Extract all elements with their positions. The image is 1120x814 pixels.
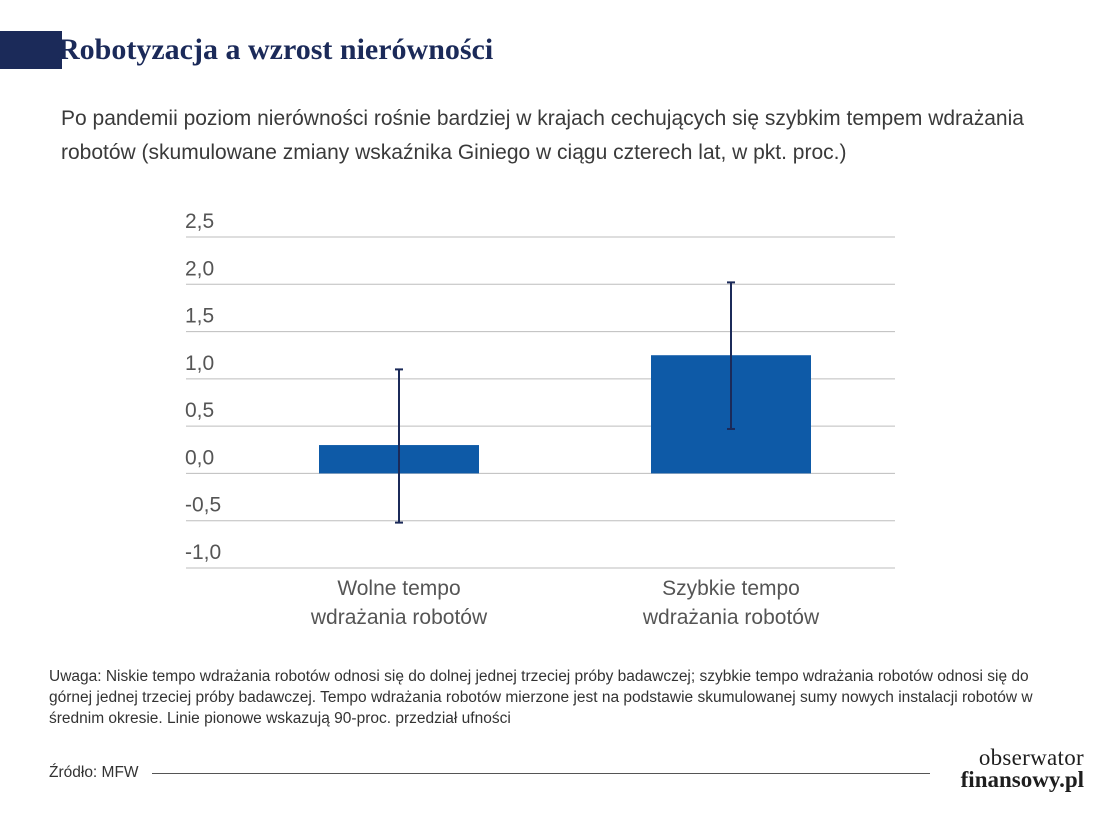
y-tick-label: 2,5 (185, 210, 214, 233)
x-category-label: wdrażania robotów (642, 606, 820, 629)
source-divider (152, 773, 930, 774)
y-tick-label: 1,0 (185, 352, 214, 375)
source-label: Źródło: MFW (49, 764, 139, 781)
y-tick-label: 1,5 (185, 305, 214, 328)
logo-line-1: obserwator (978, 745, 1084, 770)
bar-chart: 2,5 2,0 1,5 1,0 0,5 0,0 -0,5 -1,0 Wolne tempo wdr… (185, 210, 895, 629)
y-tick-label: 2,0 (185, 257, 214, 280)
chart-title: Robotyzacja a wzrost nierówności (58, 33, 494, 66)
logo-line-2: finansowy.pl (960, 767, 1084, 792)
y-tick-label: -1,0 (185, 541, 221, 564)
y-tick-label: 0,5 (185, 399, 214, 422)
x-category-label: wdrażania robotów (310, 606, 488, 629)
publisher-logo: obserwator finansowy.pl (944, 745, 1084, 792)
chart-subtitle: Po pandemii poziom nierówności rośnie ba… (61, 107, 1024, 164)
y-tick-label: -0,5 (185, 494, 221, 517)
x-category-label: Szybkie tempo (662, 577, 800, 600)
y-tick-label: 0,0 (185, 446, 214, 469)
x-category-label: Wolne tempo (337, 577, 460, 600)
title-accent-bar (0, 31, 62, 69)
chart-note: Uwaga: Niskie tempo wdrażania robotów od… (49, 668, 1033, 727)
